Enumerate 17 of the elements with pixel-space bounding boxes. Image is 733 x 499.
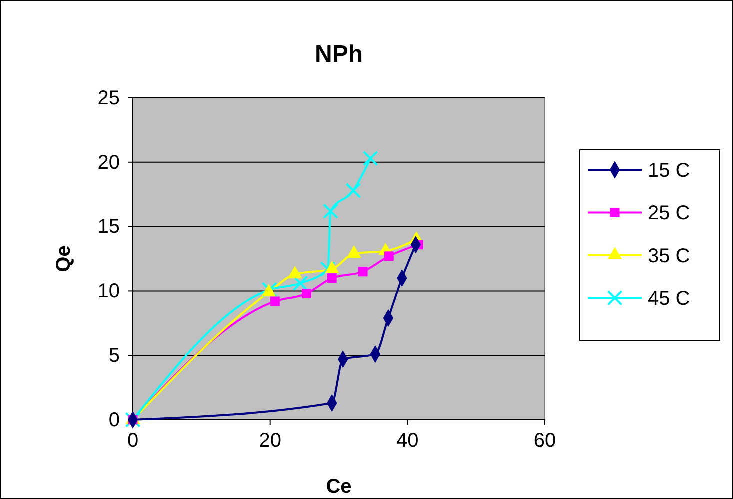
legend-label: 15 C [648, 160, 690, 182]
y-tick-label: 5 [108, 345, 120, 367]
y-axis-title: Qe [53, 246, 75, 272]
y-tick-label: 25 [98, 87, 120, 110]
x-tick-label: 0 [127, 430, 139, 452]
legend-label: 45 C [648, 288, 690, 310]
x-tick-label: 60 [534, 430, 556, 452]
legend-label: 25 C [648, 202, 690, 225]
y-tick-label: 15 [98, 216, 120, 238]
chart-title: NPh [315, 41, 363, 68]
y-tick-label: 0 [108, 409, 120, 432]
x-axis-title: Ce [326, 476, 352, 498]
x-tick-label: 20 [259, 430, 282, 452]
y-tick-label: 20 [98, 152, 120, 174]
legend-label: 35 C [648, 245, 690, 268]
x-tick-label: 40 [396, 430, 419, 452]
y-tick-label: 10 [98, 280, 120, 303]
